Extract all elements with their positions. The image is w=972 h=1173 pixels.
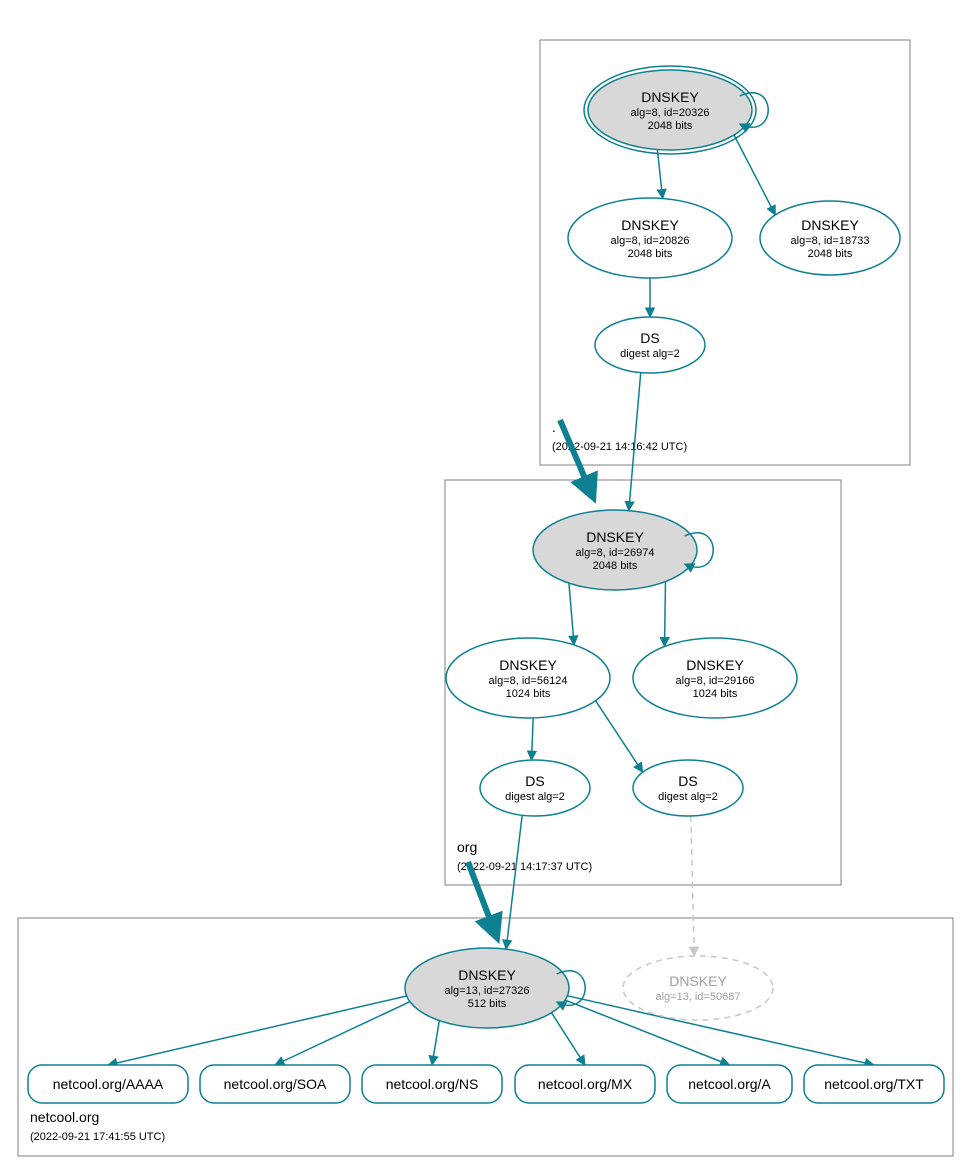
node-root-zsk1: DNSKEY alg=8, id=208262048 bits (568, 198, 732, 278)
record-label: netcool.org/MX (538, 1076, 633, 1092)
record-label: netcool.org/AAAA (53, 1076, 164, 1092)
node-line2: 2048 bits (628, 248, 673, 260)
node-title: DNSKEY (586, 529, 644, 545)
node-line1: alg=8, id=26974 (576, 547, 655, 559)
node-title: DNSKEY (686, 657, 744, 673)
node-line2: 2048 bits (593, 560, 638, 572)
node-root-ksk: DNSKEY alg=8, id=203262048 bits (584, 66, 768, 154)
node-title: DS (525, 773, 544, 789)
node-title: DNSKEY (641, 89, 699, 105)
node-line1: alg=13, id=50687 (655, 991, 740, 1003)
record-label: netcool.org/SOA (224, 1076, 327, 1092)
zone-timestamp: (2022-09-21 17:41:55 UTC) (30, 1131, 165, 1143)
record-label: netcool.org/TXT (824, 1076, 924, 1092)
edge (657, 150, 662, 199)
edge (596, 701, 643, 772)
edge (691, 816, 695, 956)
edge (108, 996, 407, 1065)
node-netcool-ksk: DNSKEY alg=13, id=27326512 bits (405, 948, 585, 1028)
node-line1: digest alg=2 (505, 791, 565, 803)
node-org-ds1: DS digest alg=2 (480, 760, 590, 816)
node-netcool-ghost: DNSKEY alg=13, id=50687 (623, 956, 773, 1020)
zone-label: . (552, 419, 556, 435)
node-title: DNSKEY (499, 657, 557, 673)
edges-layer (108, 135, 874, 1065)
node-title: DNSKEY (458, 967, 516, 983)
node-line2: 2048 bits (808, 248, 853, 260)
node-org-zsk2: DNSKEY alg=8, id=291661024 bits (633, 638, 797, 718)
node-line2: 512 bits (468, 998, 507, 1010)
node-line1: alg=8, id=20326 (631, 107, 710, 119)
zone-timestamp: (2022-09-21 14:17:37 UTC) (457, 861, 592, 873)
dnssec-diagram: .(2022-09-21 14:16:42 UTC)org(2022-09-21… (0, 0, 972, 1173)
edge (506, 815, 522, 949)
node-line1: alg=8, id=56124 (489, 675, 568, 687)
node-line2: 2048 bits (648, 120, 693, 132)
edge (665, 582, 666, 647)
node-line1: alg=8, id=20826 (611, 235, 690, 247)
node-root-zsk2: DNSKEY alg=8, id=187332048 bits (760, 201, 900, 275)
node-line1: digest alg=2 (658, 791, 718, 803)
node-line2: 1024 bits (506, 688, 551, 700)
node-line1: digest alg=2 (620, 348, 680, 360)
node-title: DNSKEY (621, 217, 679, 233)
node-line1: alg=8, id=18733 (791, 235, 870, 247)
record-label: netcool.org/NS (386, 1076, 479, 1092)
node-title: DNSKEY (669, 973, 727, 989)
node-title: DS (678, 773, 697, 789)
edge (734, 135, 775, 215)
node-line2: 1024 bits (693, 688, 738, 700)
node-org-zsk1: DNSKEY alg=8, id=561241024 bits (446, 638, 610, 718)
edge (432, 1021, 439, 1065)
node-org-ksk: DNSKEY alg=8, id=269742048 bits (533, 510, 713, 590)
zone-label: org (457, 839, 477, 855)
edge (551, 1013, 585, 1065)
edge (569, 583, 574, 645)
record-label: netcool.org/A (688, 1076, 771, 1092)
node-root-ds: DS digest alg=2 (595, 317, 705, 373)
node-org-ds2: DS digest alg=2 (633, 760, 743, 816)
node-line1: alg=13, id=27326 (444, 985, 529, 997)
node-title: DS (640, 330, 659, 346)
zone-label: netcool.org (30, 1109, 99, 1125)
node-title: DNSKEY (801, 217, 859, 233)
edge (532, 718, 534, 760)
node-line1: alg=8, id=29166 (676, 675, 755, 687)
